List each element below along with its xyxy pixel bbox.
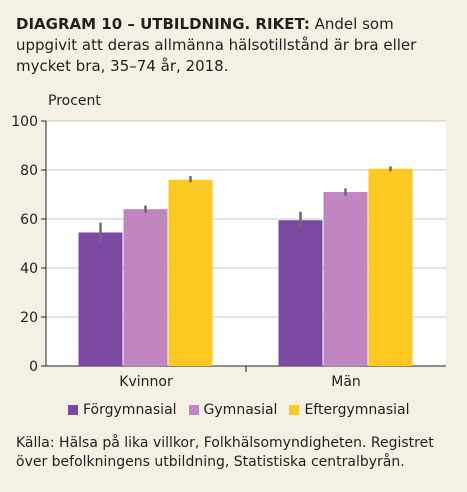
bar — [278, 220, 323, 366]
legend-swatch — [188, 405, 199, 415]
bar — [123, 209, 168, 366]
bar — [168, 179, 213, 366]
x-tick-label: Män — [331, 374, 361, 390]
y-tick-label: 0 — [29, 359, 38, 375]
bar-chart: 0 20 40 60 80 100 Procent Kvinnor Män — [11, 93, 446, 390]
legend-label: Eftergymnasial — [304, 402, 410, 418]
y-tick-label: 80 — [20, 163, 38, 179]
y-tick-label: 40 — [20, 261, 38, 277]
chart-title-bold: DIAGRAM 10 – UTBILDNING. RIKET: — [16, 15, 310, 33]
x-tick-label: Kvinnor — [119, 374, 173, 390]
y-tick-label: 20 — [20, 310, 38, 326]
legend-label: Gymnasial — [203, 402, 278, 418]
y-tick-label: 60 — [20, 212, 38, 228]
bar — [78, 232, 123, 366]
chart-title-text: Andel som uppgivit att deras allmänna hä… — [16, 15, 417, 75]
chart-title: DIAGRAM 10 – UTBILDNING. RIKET: Andel so… — [16, 14, 456, 77]
legend: Förgymnasial Gymnasial Eftergymnasial — [68, 402, 422, 418]
y-axis-label: Procent — [48, 93, 101, 109]
source-note: Källa: Hälsa på lika villkor, Folkhälsom… — [16, 435, 434, 470]
legend-swatch — [68, 405, 78, 415]
bar — [323, 192, 368, 366]
legend-swatch — [289, 405, 300, 415]
y-tick-label: 100 — [11, 114, 38, 130]
legend-item: Förgymnasial — [68, 402, 177, 418]
bar — [368, 168, 413, 366]
legend-item: Eftergymnasial — [289, 402, 410, 418]
legend-label: Förgymnasial — [83, 402, 177, 418]
legend-item: Gymnasial — [188, 402, 278, 418]
